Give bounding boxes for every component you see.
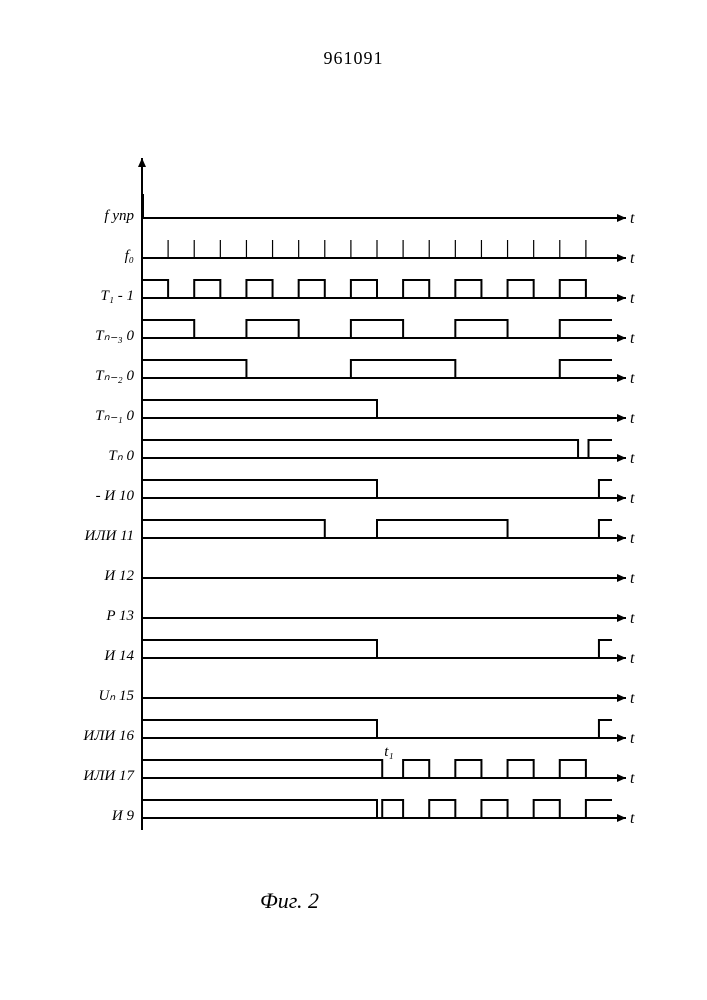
svg-text:t: t	[630, 450, 635, 467]
svg-text:И 9: И 9	[111, 808, 135, 824]
svg-text:t: t	[630, 730, 635, 747]
svg-text:ИЛИ 17: ИЛИ 17	[82, 768, 135, 784]
svg-text:ИЛИ 11: ИЛИ 11	[84, 528, 134, 544]
svg-text:Tₙ₋₂ 0: Tₙ₋₂ 0	[95, 368, 134, 384]
svg-text:t: t	[630, 530, 635, 547]
svg-text:- И 10: - И 10	[96, 488, 135, 504]
svg-text:И 14: И 14	[103, 648, 134, 664]
svg-text:t: t	[630, 250, 635, 267]
svg-text:Tₙ₋₃ 0: Tₙ₋₃ 0	[95, 328, 134, 344]
svg-text:ИЛИ 16: ИЛИ 16	[82, 728, 134, 744]
svg-text:P 13: P 13	[105, 608, 134, 624]
svg-text:t: t	[630, 650, 635, 667]
svg-text:f₀: f₀	[125, 248, 134, 264]
svg-text:Uₙ 15: Uₙ 15	[98, 688, 134, 704]
svg-text:t: t	[630, 610, 635, 627]
timing-diagram: t f упр t f₀ t T₁ - 1 t Tₙ₋₃ 0 t Tₙ₋₂ 0 t Tₙ₋₁ 0 t Tₙ…	[80, 150, 640, 870]
svg-text:Tₙ₋₁ 0: Tₙ₋₁ 0	[95, 408, 134, 424]
svg-text:T₁ - 1: T₁ - 1	[100, 288, 134, 304]
svg-text:t: t	[630, 770, 635, 787]
svg-text:И 12: И 12	[103, 568, 134, 584]
figure-caption: Фиг. 2	[260, 888, 319, 914]
page: 961091 t f упр t f₀ t T₁ - 1 t Tₙ₋₃ 0 t Tₙ₋₂ 0 t Tₙ…	[0, 0, 707, 1000]
svg-text:t: t	[630, 370, 635, 387]
svg-text:t: t	[630, 210, 635, 227]
svg-text:t: t	[630, 330, 635, 347]
svg-text:t: t	[630, 570, 635, 587]
svg-text:t: t	[630, 810, 635, 827]
svg-text:t: t	[630, 490, 635, 507]
svg-text:t₁: t₁	[384, 744, 393, 760]
svg-text:f упр: f упр	[104, 208, 134, 224]
timing-svg: t f упр t f₀ t T₁ - 1 t Tₙ₋₃ 0 t Tₙ₋₂ 0 t Tₙ₋₁ 0 t Tₙ…	[80, 150, 640, 870]
svg-text:t: t	[630, 290, 635, 307]
svg-text:t: t	[630, 690, 635, 707]
document-number: 961091	[0, 48, 707, 69]
svg-text:Tₙ 0: Tₙ 0	[108, 448, 134, 464]
svg-text:t: t	[630, 410, 635, 427]
